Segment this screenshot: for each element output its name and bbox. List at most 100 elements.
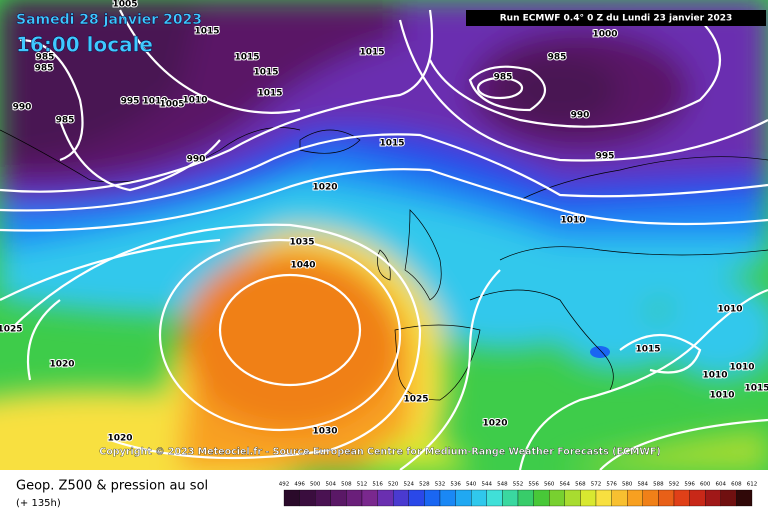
scale-swatch [720,489,737,507]
scale-swatch [627,489,643,507]
isobar-label: 1010 [560,216,585,226]
scale-label: 532 [435,482,446,488]
color-scale: 492 496 500 504 508 512 516 520 524 528 532 536 540 5… [279,482,758,507]
isobar-label: 995 [596,152,615,162]
scale-swatch [439,489,456,507]
isobar-label: 1015 [635,345,660,355]
local-time: 16:00 locale [16,33,153,57]
scale-label: 544 [482,482,493,488]
isobar-label: 1015 [359,48,384,58]
scale-swatch [736,489,753,507]
scale-label: 592 [669,482,680,488]
isobar-label: 1010 [717,305,742,315]
isobar-label: 990 [187,155,206,165]
isobar-label: 1025 [0,325,23,335]
scale-label: 552 [513,482,524,488]
isobar-label: 1040 [290,261,315,271]
isobar-label: 1005 [159,100,184,110]
isobar-label: 1020 [107,434,132,444]
isobar-label: 985 [35,64,54,74]
scale-label: 504 [326,482,337,488]
scale-label: 500 [310,482,321,488]
isobar-label: 1015 [744,384,768,394]
run-box [466,10,766,26]
scale-swatch [580,489,597,507]
scale-swatch [361,489,378,507]
scale-label: 600 [700,482,711,488]
isobar-label: 995 [121,97,140,107]
scale-swatch [673,489,690,507]
scale-swatch [705,489,721,507]
isobar-label: 1010 [702,371,727,381]
isobar-label: 1015 [253,68,278,78]
scale-swatch [283,489,300,507]
scale-swatch [689,489,706,507]
scale-label: 556 [528,482,539,488]
footer-title: Geop. Z500 & pression au sol [16,479,208,494]
isobar-label: 1015 [194,27,219,37]
isobar-label: 1025 [403,395,428,405]
scale-label: 580 [622,482,633,488]
scale-swatch [315,489,331,507]
scale-swatch [549,489,565,507]
scale-label: 524 [404,482,415,488]
isobars [0,9,768,470]
scale-swatch [455,489,472,507]
scale-label: 492 [279,482,290,488]
scale-label: 596 [684,482,695,488]
scale-swatch [299,489,316,507]
isobar-label: 1010 [142,97,167,107]
scale-label: 536 [450,482,461,488]
scale-swatch [658,489,675,507]
isobar-label: 985 [494,73,513,83]
scale-label: 520 [388,482,399,488]
scale-swatch [564,489,581,507]
isobar-label: 985 [36,53,55,63]
isobar-label: 1035 [289,238,314,248]
scale-label: 548 [497,482,508,488]
run-info: Run ECMWF 0.4° 0 Z du Lundi 23 janvier 2… [500,14,733,24]
scale-label: 540 [466,482,477,488]
copyright: Copyright © 2023 Meteociel.fr - Source E… [99,447,660,458]
scale-label: 608 [731,482,742,488]
isobar-label: 1010 [709,391,734,401]
footer-lead: (+ 135h) [16,498,61,509]
scale-label: 528 [419,482,430,488]
scale-label: 584 [638,482,649,488]
isobar-label: 990 [13,103,32,113]
isobar-label: 1020 [312,183,337,193]
isobar-label: 1020 [49,360,74,370]
scale-label: 604 [716,482,727,488]
scale-label: 612 [747,482,758,488]
date-title: Samedi 28 janvier 2023 [16,12,202,28]
scale-swatch [346,489,363,507]
scale-label: 516 [372,482,383,488]
scale-swatch [611,489,628,507]
isobar-label: 1000 [592,30,617,40]
scale-label: 588 [653,482,664,488]
scale-label: 564 [560,482,571,488]
scale-swatch [595,489,612,507]
isobar-label: 985 [56,116,75,126]
scale-swatch [486,489,503,507]
scale-swatch [377,489,394,507]
scale-label: 496 [294,482,305,488]
scale-label: 568 [575,482,586,488]
isobar-label: 1020 [482,419,507,429]
scale-swatch [393,489,409,507]
isobar-label: 985 [548,53,567,63]
isobar-label: 1030 [312,427,337,437]
scale-swatch [408,489,425,507]
isobar-label: 1010 [729,363,754,373]
scale-label: 560 [544,482,555,488]
isobar-label: 990 [571,111,590,121]
scale-label: 508 [341,482,352,488]
scale-label: 576 [606,482,617,488]
scale-swatch [424,489,441,507]
isobar-label: 1005 [112,0,137,10]
scale-swatch [642,489,659,507]
